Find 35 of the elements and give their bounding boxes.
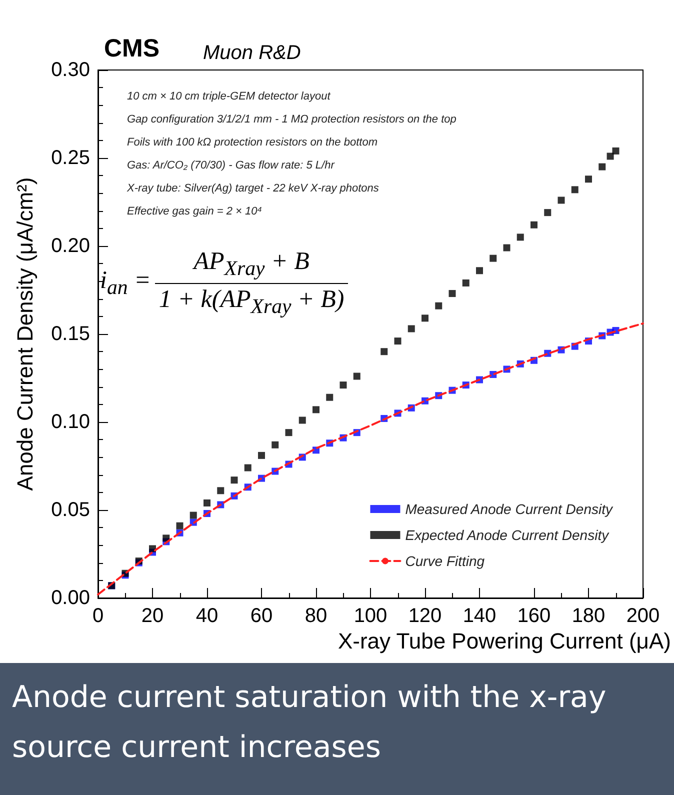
y-tick-label: 0.20	[51, 235, 90, 257]
annotation: Gap configuration 3/1/2/1 mm - 1 MΩ protection resistors on the top	[127, 114, 456, 126]
x-tick-label: 200	[626, 605, 660, 627]
y-tick-label: 0.30	[51, 59, 90, 81]
x-tick-label: 20	[141, 605, 164, 627]
chart-title: CMS	[104, 34, 160, 62]
annotation: Foils with 100 kΩ protection resistors on the bottom	[127, 136, 378, 148]
chart-subtitle: Muon R&D	[203, 42, 301, 64]
annotation: Effective gas gain = 2 × 10⁴	[127, 206, 262, 218]
x-tick-label: 0	[92, 605, 104, 627]
x-tick-label: 160	[517, 605, 551, 627]
y-tick-label: 0.05	[51, 499, 90, 521]
x-tick-label: 140	[462, 605, 496, 627]
x-tick-label: 60	[250, 605, 273, 627]
y-tick-label: 0.15	[51, 323, 90, 345]
legend-label: Expected Anode Current Density	[405, 527, 610, 543]
x-tick-label: 180	[572, 605, 606, 627]
annotation: AP$_{Xray}$ + B	[154, 248, 348, 284]
x-tick-label: 100	[354, 605, 388, 627]
annotation: i$_{an}$ =	[100, 267, 151, 300]
x-tick-label: 40	[196, 605, 218, 627]
annotation: 1 + k(AP$_{Xray}$ + B)	[158, 285, 344, 319]
y-tick-label: 0.25	[51, 147, 90, 169]
x-tick-label: 80	[304, 605, 328, 627]
legend-label: Measured Anode Current Density	[405, 501, 614, 517]
legend-label: Curve Fitting	[405, 553, 485, 569]
annotation: 10 cm × 10 cm triple-GEM detector layout	[127, 90, 332, 102]
x-axis-title: X-ray Tube Powering Current (μA)	[338, 628, 671, 654]
annotation: X-ray tube: Silver(Ag) target - 22 keV X-ray photons	[126, 182, 380, 194]
text: Anode current saturation with the x-ray source current increases	[0, 663, 674, 795]
y-axis-title: Anode Current Density (μA/cm²)	[12, 177, 38, 491]
annotation: Gas: Ar/CO₂ (70/30) - Gas flow rate: 5 L/hr	[127, 160, 336, 172]
y-tick-label: 0.00	[51, 587, 90, 609]
y-tick-label: 0.10	[51, 411, 90, 433]
x-tick-label: 120	[408, 605, 442, 627]
